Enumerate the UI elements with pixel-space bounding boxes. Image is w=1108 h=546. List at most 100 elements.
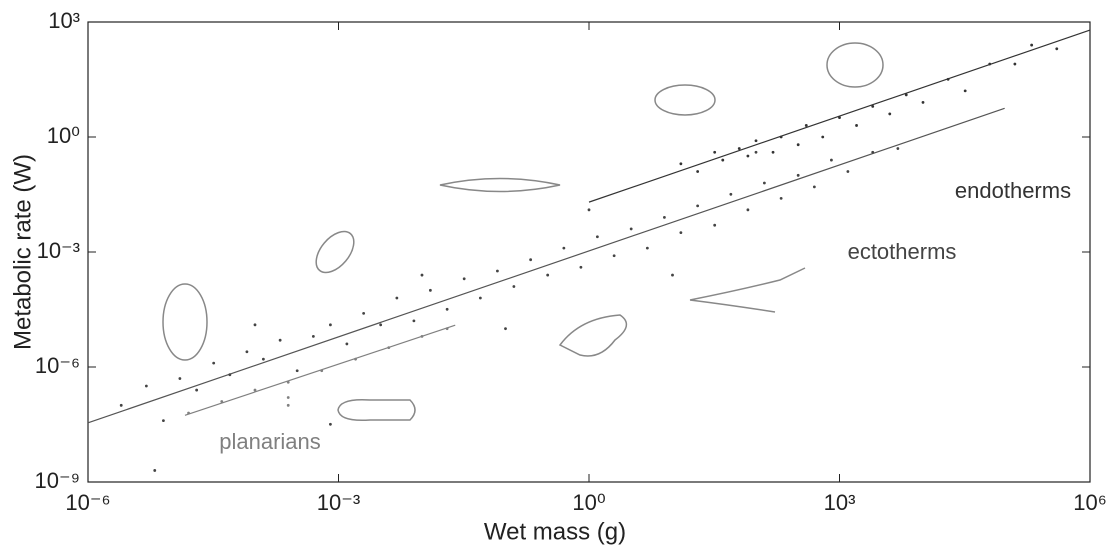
point (946, 77, 950, 81)
icon-fish (439, 177, 561, 193)
point (645, 246, 649, 250)
point (253, 388, 257, 392)
point (286, 396, 290, 399)
y-axis-label: Metabolic rate (W) (9, 154, 36, 350)
point (529, 258, 533, 262)
point (754, 139, 758, 143)
point (754, 150, 758, 154)
point (796, 143, 800, 147)
point (1013, 62, 1017, 66)
point (896, 147, 900, 150)
point (278, 338, 282, 342)
x-axis-label: Wet mass (g) (484, 518, 626, 545)
point (562, 246, 566, 250)
icon-fly (315, 230, 355, 274)
point (445, 327, 449, 331)
point (696, 170, 700, 173)
fit-line (588, 29, 1091, 203)
fit-line (87, 107, 1005, 424)
point (504, 327, 507, 331)
icon-mouse (654, 84, 716, 116)
point (178, 377, 182, 380)
point (395, 296, 399, 300)
point (737, 147, 741, 150)
point (838, 116, 841, 120)
icon-salamander (689, 267, 806, 313)
icon-chicken (826, 42, 884, 88)
icon-planarian (337, 398, 416, 422)
point (721, 158, 725, 162)
point (362, 312, 366, 315)
point (379, 323, 383, 327)
point (162, 419, 165, 422)
point (261, 357, 265, 361)
point (387, 346, 391, 350)
point (804, 124, 808, 127)
point (871, 150, 875, 154)
point (587, 208, 591, 212)
point (187, 411, 190, 415)
point (988, 62, 992, 66)
point (228, 373, 232, 377)
point (696, 204, 700, 208)
y-tick-label: 10⁰ (47, 123, 80, 148)
icon-daphnia (162, 283, 208, 361)
point (713, 150, 717, 154)
point (779, 197, 783, 200)
series-label: planarians (219, 429, 321, 454)
point (821, 135, 825, 139)
point (679, 162, 683, 166)
point (921, 100, 925, 104)
x-tick-label: 10³ (824, 490, 856, 515)
y-tick-label: 10⁻⁹ (34, 468, 80, 493)
point (671, 273, 674, 277)
point (713, 223, 717, 227)
point (420, 273, 424, 277)
y-tick-label: 10⁻³ (37, 238, 80, 263)
point (119, 403, 123, 407)
fit-line (184, 324, 456, 416)
point (888, 112, 892, 116)
point (212, 361, 216, 365)
point (311, 334, 315, 338)
point (1030, 43, 1034, 47)
point (462, 277, 466, 281)
point (963, 89, 967, 93)
point (679, 231, 683, 235)
point (746, 208, 750, 212)
point (812, 185, 816, 189)
point (830, 158, 833, 162)
point (846, 170, 850, 173)
point (445, 307, 449, 311)
point (1055, 47, 1059, 51)
point (579, 265, 583, 269)
point (871, 104, 875, 108)
point (153, 469, 157, 472)
y-tick-label: 10³ (48, 8, 80, 33)
x-tick-label: 10⁰ (572, 490, 605, 515)
point (286, 403, 290, 407)
point (762, 181, 766, 185)
point (478, 296, 482, 300)
point (595, 235, 599, 239)
point (771, 150, 775, 154)
series-label: endotherms (955, 178, 1071, 203)
point (746, 154, 750, 158)
point (253, 323, 257, 327)
point (729, 192, 733, 196)
series-label: ectotherms (848, 239, 957, 264)
point (855, 124, 858, 127)
point (546, 273, 550, 277)
point (195, 388, 199, 392)
point (779, 135, 783, 139)
point (629, 227, 633, 231)
x-tick-label: 10⁻⁶ (65, 490, 110, 515)
point (320, 369, 324, 373)
point (512, 285, 516, 288)
point (286, 380, 290, 384)
x-tick-label: 10⁶ (1073, 490, 1107, 515)
point (663, 215, 666, 219)
point (420, 334, 424, 338)
